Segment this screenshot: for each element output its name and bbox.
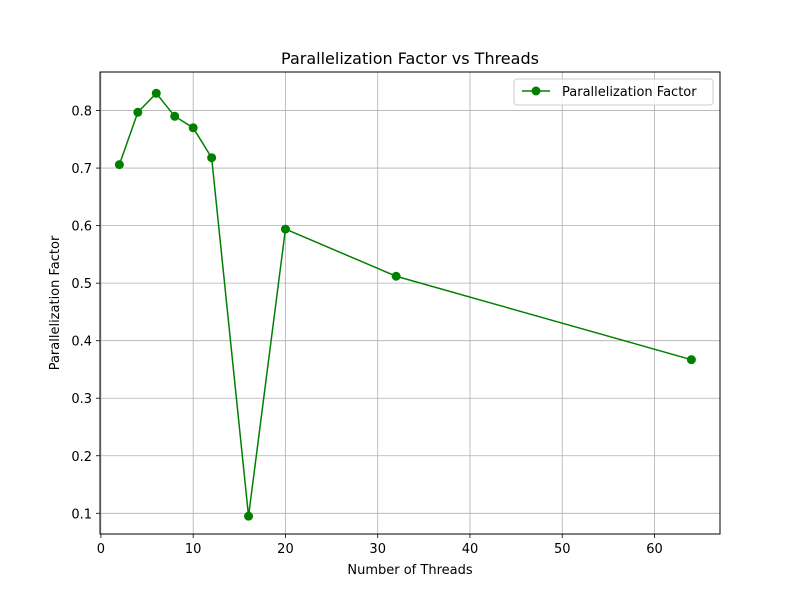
data-point	[151, 88, 161, 98]
x-tick-label: 30	[369, 542, 386, 557]
y-tick-label: 0.7	[71, 162, 92, 177]
y-axis-title: Parallelization Factor	[48, 235, 63, 370]
data-point	[686, 355, 696, 365]
x-tick-label: 60	[646, 542, 663, 557]
data-point	[207, 153, 217, 163]
y-tick-label: 0.3	[71, 392, 92, 407]
legend-marker	[531, 86, 541, 96]
data-point	[170, 111, 180, 121]
data-point	[114, 160, 124, 170]
x-tick-label: 40	[462, 542, 479, 557]
legend-box	[513, 78, 714, 106]
x-axis-title: Number of Threads	[347, 563, 472, 578]
legend: Parallelization Factor	[513, 78, 714, 106]
x-axis-ticks: 0 10 20 30 40 50 60	[97, 534, 663, 557]
y-tick-label: 0.6	[71, 220, 92, 235]
data-point	[391, 271, 401, 281]
series-layer	[114, 88, 696, 521]
series-line	[118, 92, 692, 517]
y-tick-label: 0.4	[71, 335, 92, 350]
plot-area-frame	[99, 71, 721, 535]
x-tick-label: 20	[277, 542, 294, 557]
data-point	[133, 107, 143, 117]
data-point	[244, 511, 254, 521]
y-tick-label: 0.8	[71, 105, 92, 120]
y-tick-label: 0.1	[71, 507, 92, 522]
chart-title: Parallelization Factor vs Threads	[281, 49, 539, 68]
data-point	[188, 123, 198, 133]
x-tick-label: 10	[185, 542, 202, 557]
x-tick-label: 0	[97, 542, 105, 557]
y-tick-label: 0.5	[71, 277, 92, 292]
grid	[100, 72, 720, 534]
x-tick-label: 50	[554, 542, 571, 557]
y-tick-label: 0.2	[71, 450, 92, 465]
legend-label: Parallelization Factor	[562, 85, 697, 100]
y-axis-ticks: 0.1 0.2 0.3 0.4 0.5 0.6 0.7 0.8	[71, 105, 100, 522]
data-point	[280, 224, 290, 234]
